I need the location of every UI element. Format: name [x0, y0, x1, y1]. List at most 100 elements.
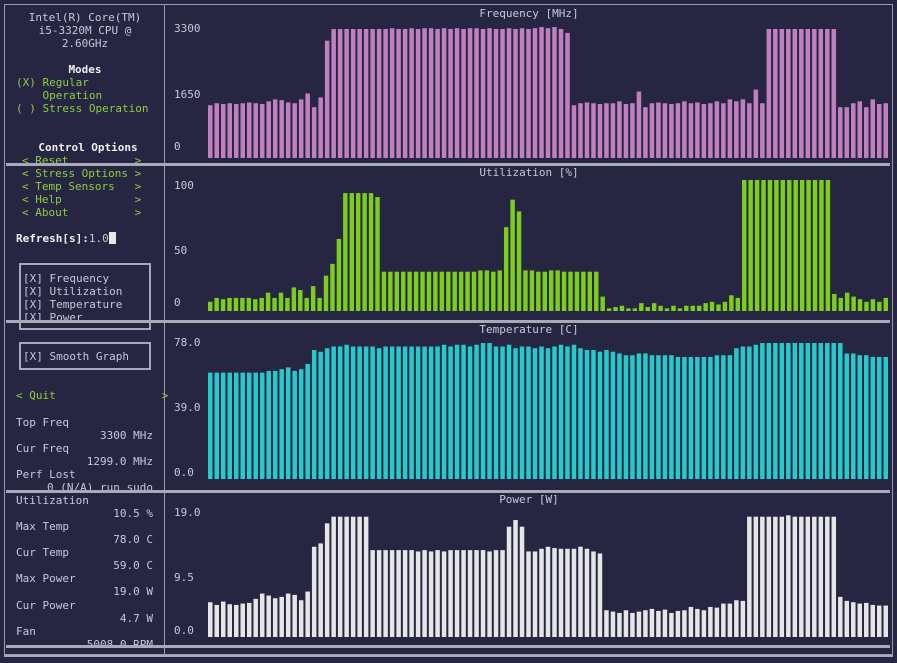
- power-bar: [435, 550, 440, 637]
- temperature-ytick-mid: 39.0: [174, 401, 201, 414]
- utilization-bar: [330, 263, 335, 311]
- power-bar: [220, 601, 226, 637]
- power-bar: [500, 550, 505, 637]
- utilization-bar: [394, 271, 400, 311]
- utilization-bar: [735, 297, 741, 311]
- utilization-bar: [742, 180, 747, 311]
- frequency-bar: [675, 103, 681, 158]
- frequency-bar: [526, 29, 531, 158]
- utilization-bar: [253, 299, 258, 311]
- toggle-frequency[interactable]: [X] Frequency: [23, 272, 110, 285]
- temperature-bar: [474, 344, 479, 479]
- power-chart: Power [W] 19.0 9.5 0.0: [166, 493, 892, 645]
- menu-temp-sensors[interactable]: < Temp Sensors >: [22, 180, 142, 193]
- power-bar: [851, 602, 856, 637]
- power-bar: [688, 606, 694, 637]
- frequency-bar: [825, 29, 830, 158]
- temperature-bar: [331, 346, 336, 479]
- temperature-bar: [818, 343, 824, 479]
- temperature-bar: [363, 346, 369, 479]
- power-bar: [623, 610, 629, 637]
- temperature-bar: [669, 355, 674, 479]
- utilization-bar: [510, 199, 515, 311]
- frequency-ytick-mid: 1650: [174, 88, 201, 101]
- temperature-bar: [500, 346, 505, 479]
- cpu-name-line3: 2.60GHz: [61, 37, 109, 50]
- temperature-bar: [344, 344, 349, 479]
- frequency-bar: [292, 103, 297, 158]
- temperature-bar: [753, 344, 759, 479]
- cur-freq-label: Cur Freq: [16, 442, 69, 455]
- toggle-utilization[interactable]: [X] Utilization: [23, 285, 123, 298]
- frequency-bar: [461, 29, 466, 158]
- frequency-bar: [766, 29, 772, 158]
- power-bar: [324, 523, 330, 637]
- utilization-bar: [310, 286, 316, 311]
- temperature-bar: [506, 344, 512, 479]
- menu-stress-options[interactable]: < Stress Options >: [22, 167, 142, 180]
- temperature-bar: [513, 348, 518, 479]
- utilization-bar: [336, 238, 342, 311]
- temperature-bar: [630, 355, 635, 479]
- frequency-bar: [623, 104, 629, 158]
- window-bottom-border: [4, 655, 893, 657]
- mode-regular-radio-cont[interactable]: Operation: [16, 89, 103, 102]
- utilization-bar: [857, 299, 863, 311]
- frequency-bar: [435, 29, 440, 158]
- utilization-bar: [214, 297, 219, 311]
- perf-lost-label: Perf Lost: [16, 468, 76, 481]
- frequency-bar: [506, 28, 512, 158]
- power-ytick-min: 0.0: [174, 624, 194, 637]
- frequency-ytick-min: 0: [174, 140, 181, 153]
- temperature-bar: [409, 346, 414, 479]
- mode-regular-radio[interactable]: (X) Regular: [16, 76, 89, 89]
- utilization-bar: [529, 270, 535, 311]
- temperature-ytick-max: 78.0: [174, 336, 201, 349]
- temperature-chart-plot: [208, 343, 888, 479]
- frequency-bar: [591, 103, 596, 158]
- frequency-bar: [721, 103, 726, 158]
- frequency-bar: [298, 99, 304, 158]
- frequency-bar: [831, 29, 837, 158]
- utilization-bar: [413, 271, 419, 311]
- frequency-bar: [318, 97, 323, 158]
- temperature-bar: [714, 355, 720, 479]
- utilization-chart: Utilization [%] 100 50 0: [166, 166, 892, 321]
- utilization-bar: [471, 271, 477, 311]
- power-bar: [792, 516, 798, 637]
- power-bar: [825, 516, 830, 637]
- power-bar: [760, 516, 765, 637]
- temperature-bar: [279, 369, 284, 479]
- refresh-row[interactable]: Refresh[s]:1.0: [16, 232, 116, 245]
- power-bar: [305, 591, 310, 637]
- mode-stress-radio[interactable]: ( ) Stress Operation: [16, 102, 149, 115]
- toggle-smooth-graph[interactable]: [X] Smooth Graph: [23, 350, 129, 363]
- temperature-bar: [604, 349, 609, 479]
- frequency-chart: Frequency [MHz] 3300 1650 0: [166, 5, 892, 165]
- frequency-bar: [799, 29, 804, 158]
- quit-button[interactable]: < Quit >: [16, 389, 169, 402]
- utilization-bar: [291, 287, 297, 311]
- max-temp-value: 78.0 C: [113, 533, 153, 546]
- frequency-bar: [357, 29, 362, 158]
- power-bar: [636, 611, 642, 637]
- frequency-bar: [701, 104, 707, 158]
- power-bar: [545, 546, 551, 637]
- control-options-title: Control Options: [38, 141, 138, 154]
- toggle-temperature[interactable]: [X] Temperature: [23, 298, 123, 311]
- power-bar: [558, 548, 564, 637]
- utilization-bar: [594, 271, 599, 311]
- menu-help[interactable]: < Help >: [22, 193, 142, 206]
- frequency-bar: [695, 102, 700, 158]
- frequency-bar: [734, 101, 739, 158]
- power-bar: [461, 550, 466, 637]
- sidebar-divider: [164, 4, 165, 655]
- utilization-bar: [491, 271, 496, 311]
- menu-about[interactable]: < About >: [22, 206, 142, 219]
- power-bar: [539, 548, 544, 637]
- utilization-bar: [259, 297, 264, 311]
- frequency-bar: [441, 28, 447, 158]
- utilization-bar: [484, 270, 490, 311]
- refresh-input[interactable]: 1.0: [88, 232, 109, 245]
- power-bar: [370, 550, 375, 637]
